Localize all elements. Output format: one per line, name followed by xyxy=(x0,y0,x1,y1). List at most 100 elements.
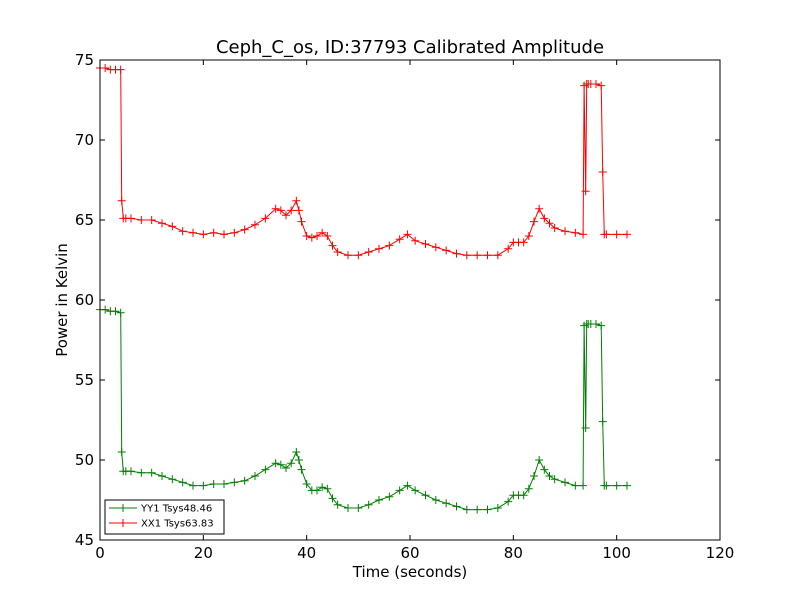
data-point xyxy=(137,468,146,477)
x-axis-title: Time (seconds) xyxy=(352,563,468,581)
data-point xyxy=(276,460,285,469)
data-point xyxy=(483,251,492,260)
data-point xyxy=(462,505,471,514)
data-point xyxy=(550,475,559,484)
data-point xyxy=(535,204,544,213)
data-point xyxy=(504,244,513,253)
data-point xyxy=(230,478,239,487)
data-point xyxy=(271,459,280,468)
data-point xyxy=(313,232,321,240)
x-tick-label: 20 xyxy=(194,544,213,562)
data-point xyxy=(540,465,549,474)
data-point xyxy=(493,504,502,512)
legend-label: XX1 Tsys63.83 xyxy=(141,519,214,530)
data-point xyxy=(323,232,332,240)
legend-label: YY1 Tsys48.46 xyxy=(140,504,212,515)
data-point xyxy=(261,465,270,474)
data-point xyxy=(581,187,590,196)
data-point xyxy=(344,251,352,260)
data-point xyxy=(395,486,404,495)
data-point xyxy=(519,491,528,500)
data-point xyxy=(147,468,156,477)
data-point xyxy=(271,204,280,213)
legend: YY1 Tsys48.46 XX1 Tsys63.83 xyxy=(104,499,225,535)
data-point xyxy=(545,472,554,480)
data-point xyxy=(579,230,588,239)
data-point xyxy=(411,486,420,495)
data-point xyxy=(535,456,544,464)
data-point xyxy=(297,465,306,474)
data-point xyxy=(598,417,607,426)
data-point xyxy=(597,321,606,330)
data-point xyxy=(452,502,461,511)
data-point xyxy=(168,475,177,484)
y-tick-label: 55 xyxy=(75,371,94,389)
plot-area: 0 20 40 60 80 100 120 45 50 55 60 65 70 75 xyxy=(75,51,734,562)
data-point xyxy=(550,224,559,232)
data-point xyxy=(571,228,580,237)
data-point xyxy=(199,481,208,490)
data-point xyxy=(364,248,373,256)
y-tick-label: 70 xyxy=(75,131,94,149)
data-point xyxy=(313,486,321,495)
data-point xyxy=(462,251,471,260)
data-point xyxy=(333,500,342,509)
legend-box xyxy=(104,499,225,535)
data-point xyxy=(251,220,259,229)
data-point xyxy=(483,505,492,514)
data-point xyxy=(571,481,580,490)
data-point xyxy=(318,483,327,492)
data-point xyxy=(524,484,533,493)
data-point xyxy=(561,227,569,236)
data-point xyxy=(302,480,311,488)
data-point xyxy=(344,504,352,512)
data-point xyxy=(297,217,306,226)
data-point xyxy=(602,481,611,490)
plot-frame xyxy=(99,59,721,541)
data-point xyxy=(294,206,303,215)
data-point xyxy=(598,168,607,176)
data-point xyxy=(354,504,363,512)
data-point xyxy=(442,499,451,508)
x-tick-label: 60 xyxy=(400,544,419,562)
data-point xyxy=(302,232,311,240)
data-point xyxy=(230,228,239,237)
data-point xyxy=(111,307,120,316)
data-point xyxy=(431,496,440,504)
data-point xyxy=(354,251,363,260)
data-point xyxy=(240,225,249,234)
data-point xyxy=(592,80,600,88)
data-point xyxy=(561,478,569,487)
data-point xyxy=(282,464,290,472)
data-point xyxy=(261,214,270,223)
data-point xyxy=(452,249,461,258)
data-point xyxy=(612,230,621,239)
data-point xyxy=(189,481,197,490)
y-tick-label: 60 xyxy=(75,291,94,309)
series-layer xyxy=(96,64,631,514)
data-point xyxy=(403,230,412,239)
x-tick-label: 100 xyxy=(602,544,631,562)
ticks-layer: 0 20 40 60 80 100 120 45 50 55 60 65 70 75 xyxy=(75,51,734,562)
legend-marker xyxy=(119,504,127,512)
data-point xyxy=(421,491,430,500)
data-point xyxy=(328,241,337,250)
chart-title: Ceph_C_os, ID:37793 Calibrated Amplitude xyxy=(216,37,604,58)
data-point xyxy=(251,472,259,480)
data-point xyxy=(158,219,166,228)
series-0 xyxy=(96,305,631,514)
y-tick-label: 75 xyxy=(75,51,94,69)
data-point xyxy=(579,481,588,490)
data-point xyxy=(328,494,337,503)
data-point xyxy=(220,230,228,239)
data-point xyxy=(287,206,296,215)
data-point xyxy=(602,230,611,239)
data-point xyxy=(403,481,412,490)
data-point xyxy=(592,320,600,328)
series-1 xyxy=(96,64,631,260)
data-point xyxy=(623,230,631,239)
x-tick-label: 120 xyxy=(706,544,735,562)
data-point xyxy=(442,246,451,255)
data-point xyxy=(597,81,606,90)
